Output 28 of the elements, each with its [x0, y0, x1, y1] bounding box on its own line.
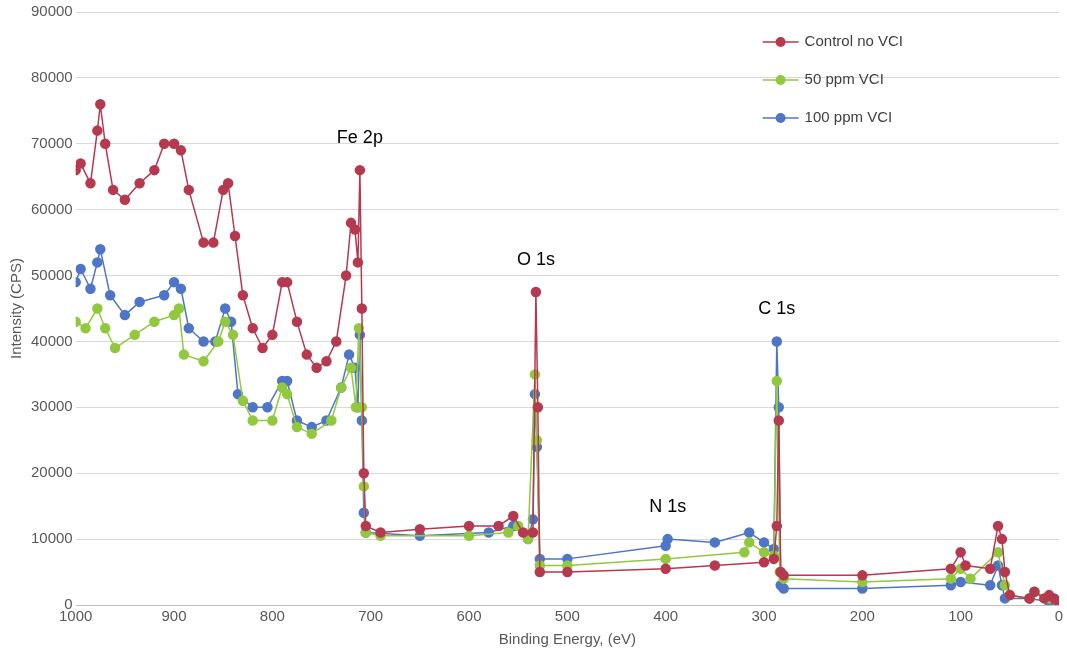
x-tick-label: 900 — [161, 607, 187, 625]
x-tick-label: 100 — [948, 607, 974, 625]
x-tick-label: 800 — [259, 607, 285, 625]
annotation: C 1s — [758, 298, 796, 319]
annotation: N 1s — [649, 496, 687, 517]
y-tick-label: 60000 — [30, 199, 73, 217]
x-tick-label: 400 — [653, 607, 679, 625]
y-tick-label: 40000 — [30, 331, 73, 349]
annotation: Fe 2p — [336, 127, 383, 148]
legend-label: Control no VCI — [804, 32, 904, 50]
y-tick-label: 10000 — [30, 529, 73, 547]
x-tick-label: 300 — [751, 607, 777, 625]
y-tick-label: 90000 — [30, 2, 73, 20]
y-tick-label: 80000 — [30, 68, 73, 86]
y-axis-title: Intensity (CPS) — [7, 258, 25, 359]
legend-label: 50 ppm VCI — [804, 70, 884, 88]
x-tick-label: 600 — [456, 607, 482, 625]
x-axis-title: Binding Energy, (eV) — [498, 630, 636, 648]
x-tick-label: 500 — [554, 607, 580, 625]
y-tick-label: 70000 — [30, 133, 73, 151]
annotation: O 1s — [516, 249, 555, 269]
x-tick-label: 0 — [1054, 607, 1064, 625]
y-tick-label: 50000 — [30, 265, 73, 283]
x-tick-label: 200 — [849, 607, 875, 625]
x-tick-label: 700 — [358, 607, 384, 625]
y-tick-label: 20000 — [30, 463, 73, 481]
legend-label: 100 ppm VCI — [804, 108, 893, 126]
y-tick-label: 30000 — [30, 397, 73, 415]
